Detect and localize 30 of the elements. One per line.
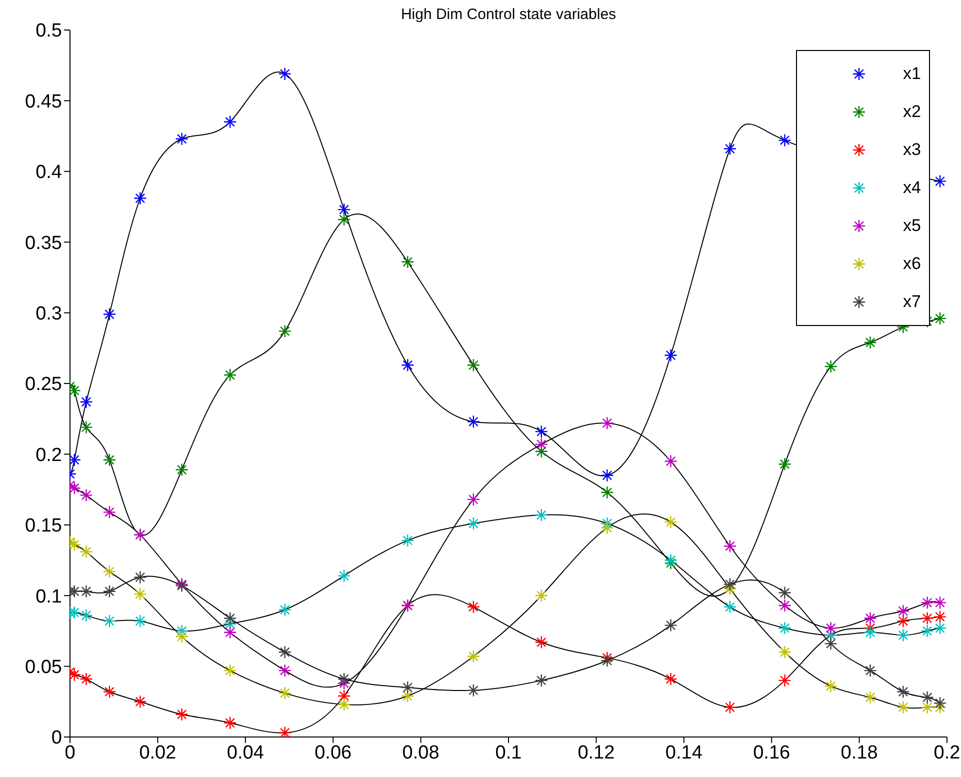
- x-tick-label: 0.16: [753, 742, 790, 764]
- y-tick-label: 0.1: [36, 586, 62, 608]
- y-tick-label: 0.3: [36, 304, 62, 325]
- x-tick-label: 0.08: [402, 742, 440, 764]
- y-tick-label: 0: [51, 728, 62, 749]
- x-tick-label: 0.18: [840, 742, 878, 764]
- x-tick-label: 0.1: [495, 742, 522, 764]
- x-tick-label: 0.12: [578, 742, 615, 764]
- y-tick-label: 0.05: [25, 657, 62, 678]
- chart-title: High Dim Control state variables: [400, 6, 618, 23]
- x-tick-label: 0.14: [665, 742, 703, 764]
- y-tick-label: 0.5: [36, 20, 62, 42]
- y-tick-label: 0.4: [36, 162, 62, 184]
- y-tick-label: 0.25: [25, 374, 62, 396]
- legend-label: x3: [903, 140, 921, 160]
- legend-label: x6: [903, 254, 921, 274]
- legend-label: x7: [903, 292, 921, 312]
- x-tick-label: 0.02: [139, 742, 176, 764]
- y-tick-label: 0.45: [25, 91, 62, 112]
- y-tick-label: 0.2: [36, 444, 62, 466]
- x-tick-label: 0.2: [934, 742, 960, 764]
- legend-label: x5: [903, 216, 921, 236]
- legend-label: x4: [903, 178, 921, 198]
- y-tick-label: 0.35: [25, 232, 62, 254]
- legend-label: x2: [903, 102, 921, 122]
- x-tick-label: 0: [64, 742, 76, 764]
- y-tick-label: 0.15: [25, 516, 62, 537]
- x-tick-label: 0.04: [226, 742, 264, 764]
- legend-label: x1: [903, 64, 921, 84]
- x-tick-label: 0.06: [314, 742, 352, 764]
